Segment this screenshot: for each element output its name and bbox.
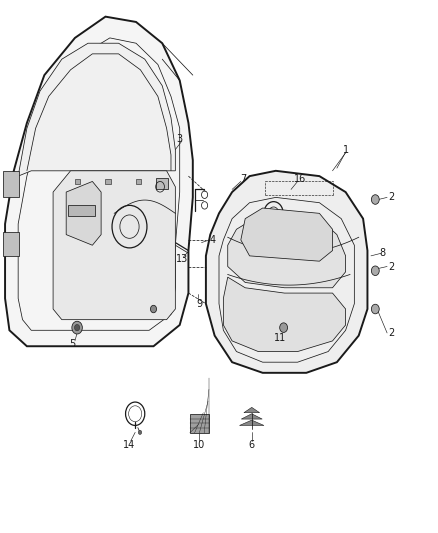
Text: 1: 1 xyxy=(343,144,349,155)
Circle shape xyxy=(150,305,156,313)
Bar xyxy=(3,171,18,197)
Bar xyxy=(106,179,111,184)
Polygon shape xyxy=(244,407,260,413)
Text: 9: 9 xyxy=(196,298,202,309)
Text: 2: 2 xyxy=(389,192,395,203)
Text: 8: 8 xyxy=(380,248,386,258)
Text: 11: 11 xyxy=(274,333,286,343)
Circle shape xyxy=(371,195,379,204)
Polygon shape xyxy=(53,171,175,320)
Polygon shape xyxy=(240,420,264,425)
Bar xyxy=(75,179,80,184)
Text: 13: 13 xyxy=(176,254,188,263)
Text: 7: 7 xyxy=(240,174,246,184)
Text: 5: 5 xyxy=(70,338,76,349)
Polygon shape xyxy=(228,213,346,288)
Bar xyxy=(190,414,209,433)
Text: 14: 14 xyxy=(124,440,136,450)
Circle shape xyxy=(138,430,142,434)
Bar xyxy=(162,179,167,184)
Polygon shape xyxy=(206,171,367,373)
Circle shape xyxy=(371,304,379,314)
Text: 2: 2 xyxy=(389,262,395,271)
Bar xyxy=(267,235,304,248)
Polygon shape xyxy=(18,43,175,176)
Circle shape xyxy=(280,323,288,333)
Text: 2: 2 xyxy=(389,328,395,338)
Polygon shape xyxy=(223,277,346,352)
Bar xyxy=(155,177,168,189)
Circle shape xyxy=(371,266,379,276)
Text: 6: 6 xyxy=(249,440,255,450)
Bar xyxy=(68,205,95,216)
Bar xyxy=(3,232,18,256)
Bar xyxy=(136,179,141,184)
Polygon shape xyxy=(66,181,101,245)
Text: 4: 4 xyxy=(209,235,215,245)
Text: 3: 3 xyxy=(177,134,183,144)
Text: 16: 16 xyxy=(293,174,306,184)
Polygon shape xyxy=(5,17,193,346)
Polygon shape xyxy=(241,414,262,419)
Text: 10: 10 xyxy=(193,440,205,450)
Polygon shape xyxy=(241,208,332,261)
Circle shape xyxy=(72,321,82,334)
Circle shape xyxy=(74,325,80,331)
